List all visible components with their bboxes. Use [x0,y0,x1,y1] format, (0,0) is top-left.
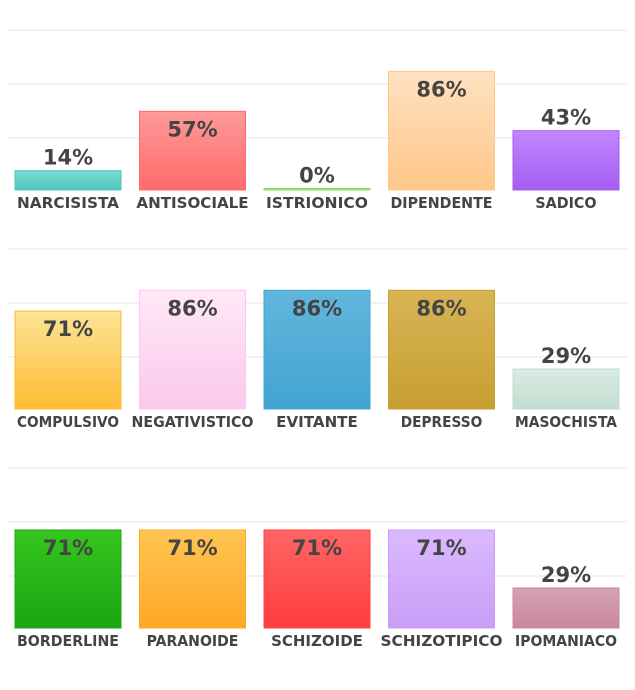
category-label: ISTRIONICO [266,194,368,212]
bar-paranoide [139,529,246,629]
bar-sadico [512,130,620,191]
data-label: 43% [541,106,591,130]
data-label: 71% [167,536,217,560]
chart-panel-1: 14% NARCISISTA 57% ANTISOCIALE 0% ISTRIONICO 8… [8,29,627,212]
category-label: PARANOIDE [147,632,239,650]
bar-borderline [14,529,122,629]
category-label: NEGATIVISTICO [132,413,254,431]
chart-panel-2: 71% COMPULSIVO 86% NEGATIVISTICO 86% EVITANTE… [8,248,627,431]
bar-dipendente [388,70,495,191]
category-label: MASOCHISTA [515,413,617,431]
chart-panel-3: 71% BORDERLINE 71% PARANOIDE 71% SCHIZOIDE 71%… [8,467,627,650]
data-label: 86% [292,296,342,320]
data-label: 29% [541,344,591,368]
bar-compulsivo [14,310,122,410]
category-label: SCHIZOIDE [271,632,363,650]
category-label: DEPRESSO [401,413,483,431]
data-label: 71% [292,536,342,560]
data-label: 29% [541,563,591,587]
category-label: ANTISOCIALE [136,194,248,212]
data-label: 71% [416,536,466,560]
bar-narcisista [14,170,122,191]
data-label: 57% [167,117,217,141]
category-label: IPOMANIACO [515,632,617,650]
bar-istrionico [263,188,371,191]
category-label: SCHIZOTIPICO [381,632,503,650]
data-label: 86% [416,296,466,320]
category-label: SADICO [535,194,596,212]
bar-schizoide [263,529,371,629]
data-label: 86% [167,296,217,320]
data-label: 86% [416,77,466,101]
data-label: 71% [43,317,93,341]
bar-evitante [263,289,371,410]
bar-depresso [388,289,495,410]
data-label: 0% [299,164,335,188]
bar-schizotipico [388,529,495,629]
category-label: COMPULSIVO [17,413,119,431]
category-label: DIPENDENTE [391,194,493,212]
data-label: 71% [43,536,93,560]
category-label: EVITANTE [276,413,358,431]
bar-antisociale [139,110,246,191]
bar-masochista [512,368,620,410]
data-label: 14% [43,146,93,170]
bar-negativistico [139,289,246,410]
bar-ipomaniaco [512,587,620,629]
category-label: BORDERLINE [17,632,119,650]
category-label: NARCISISTA [17,194,119,212]
